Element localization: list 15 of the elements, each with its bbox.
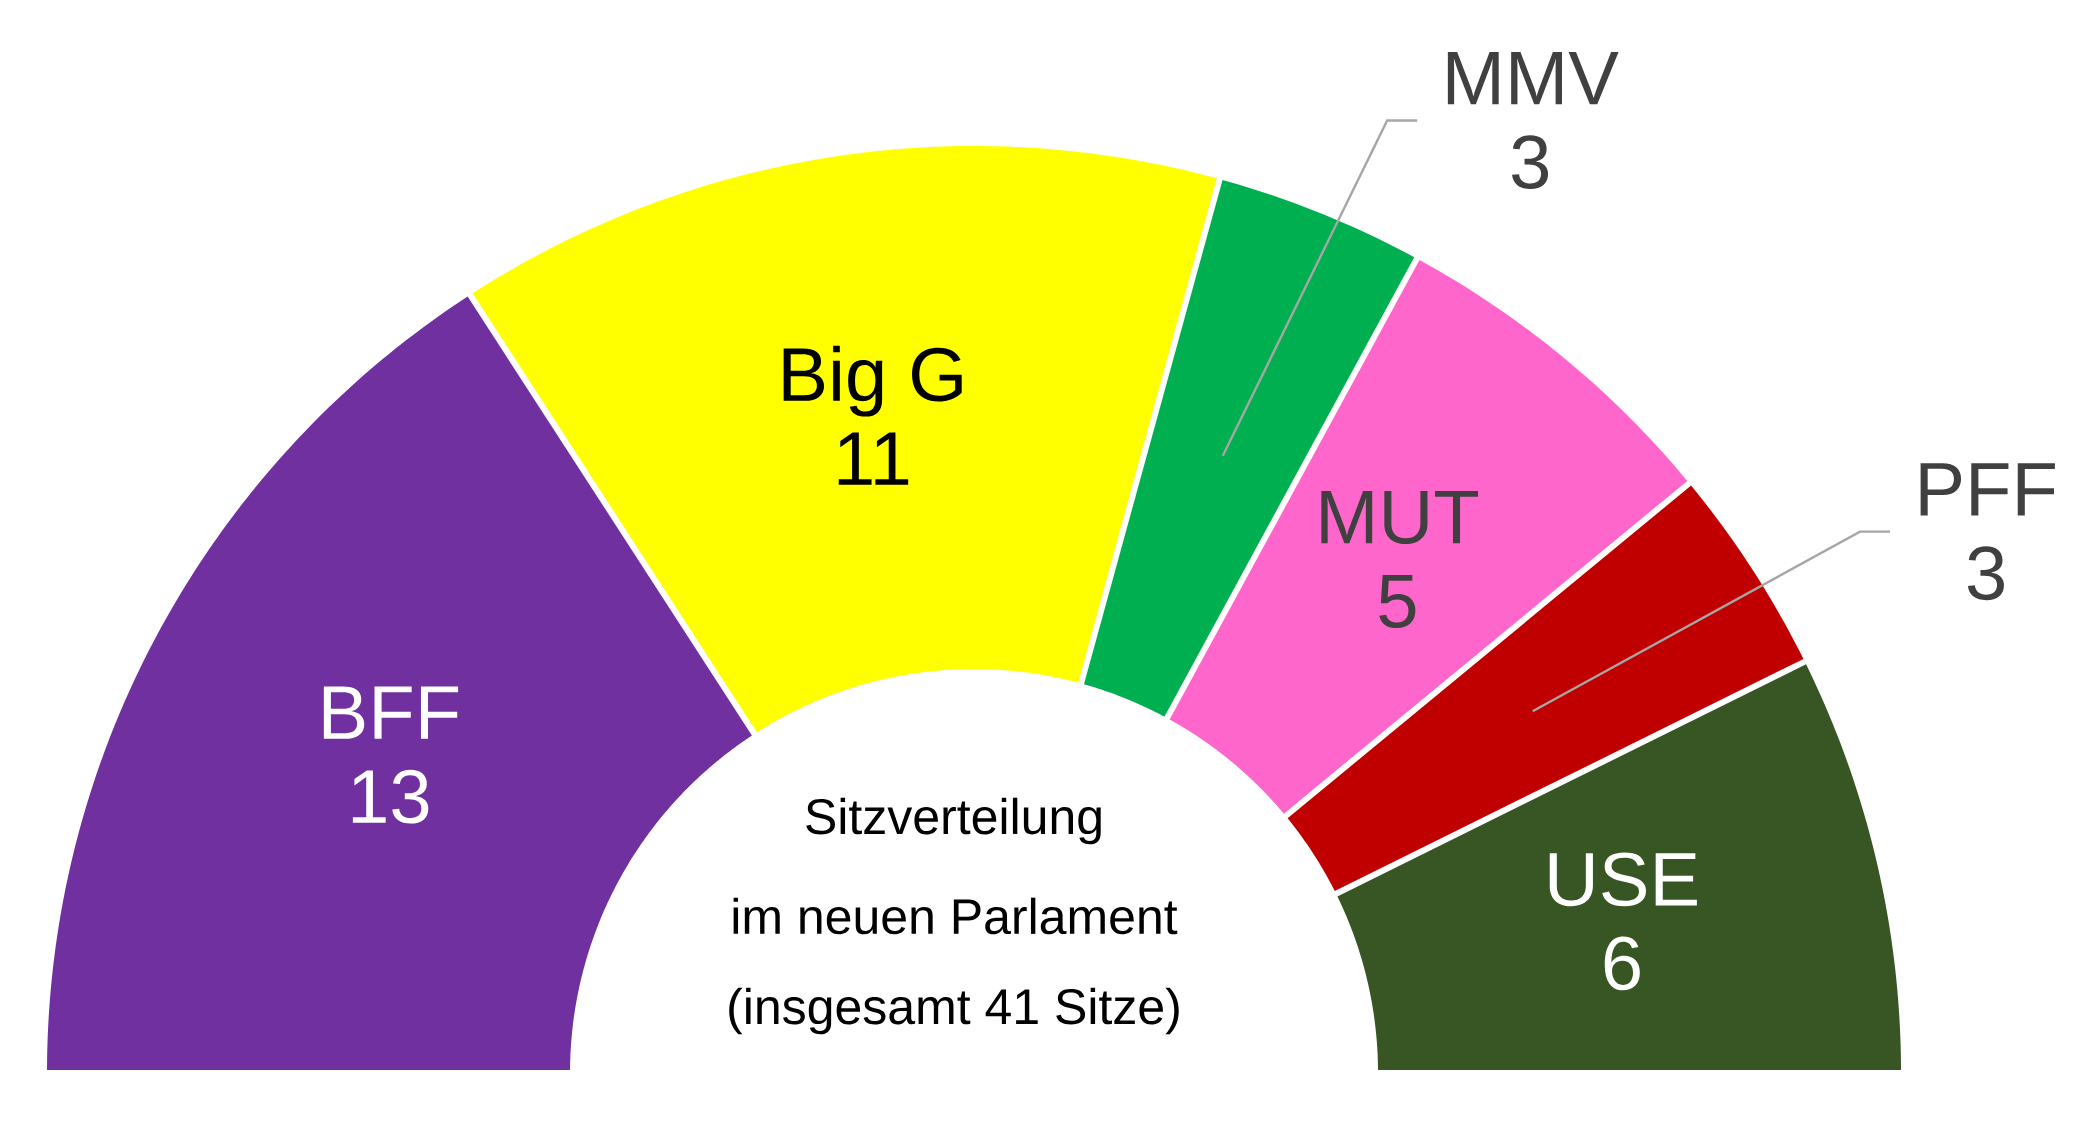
slice-label: MUT <box>1321 491 1478 545</box>
slice-label: Big G <box>783 345 962 417</box>
text: (insgesamt 41 Sitze) <box>729 987 1179 1035</box>
text: im neuen Parlament <box>733 897 1178 935</box>
data-label: 13 <box>352 769 429 824</box>
data-label: 6 <box>1604 936 1640 991</box>
slice-label: MMV <box>1447 52 1619 105</box>
data-label: 3 <box>1967 546 2004 601</box>
slice-label: BFF <box>323 686 459 739</box>
text: Sitzverteilung <box>806 797 1101 845</box>
slice-label: USE <box>1549 852 1697 907</box>
data-label: 5 <box>1379 575 1416 629</box>
data-label: 3 <box>1512 135 1549 190</box>
data-label: 11 <box>838 432 909 485</box>
slice-label: PFF <box>1920 463 2055 516</box>
